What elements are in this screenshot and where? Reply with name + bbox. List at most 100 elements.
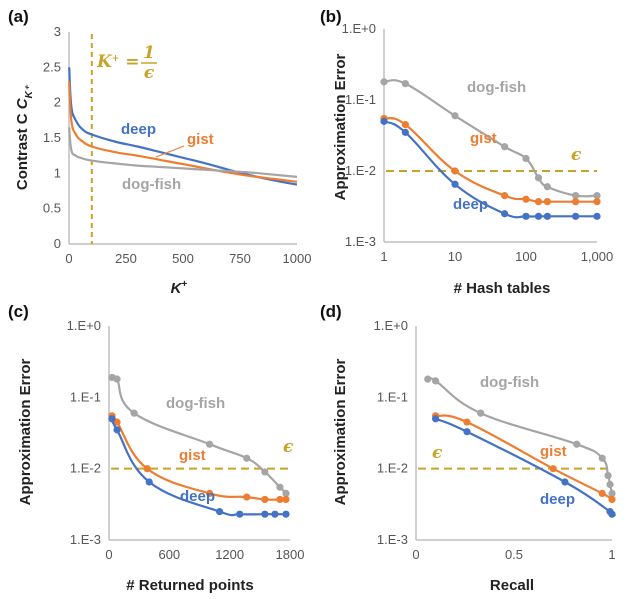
panel-a-ytick-label: 1.5 [43, 130, 61, 145]
panel-c-ytick-label: 1.E-2 [70, 461, 101, 476]
panel-c-xtick-label: 1800 [276, 547, 305, 562]
panel-c-ytick-label: 1.E-1 [70, 389, 101, 404]
panel-d-series-dog-fish-point [573, 440, 581, 448]
panel-b-series-deep-point [593, 212, 601, 220]
panel-d-series-dog-fish-point [432, 377, 440, 385]
panel-d-series-dog-fish-point [608, 489, 616, 498]
panel-b-series-gist-point [501, 192, 509, 200]
panel-a-ytick-label: 0.5 [43, 201, 61, 216]
panel-c-series-deep-point [271, 510, 279, 518]
panel-b-series-gist-point [534, 198, 543, 206]
panel-a-xtick-label: 500 [172, 251, 194, 266]
panel-c-series-deep-point [113, 426, 121, 434]
panel-d-ylabel: Approximation Error [332, 358, 349, 505]
panel-c-series-gist-label: gist [179, 447, 206, 464]
panel-a-letter: (a) [8, 7, 29, 26]
panel-c-ylabel: Approximation Error [17, 358, 34, 505]
panel-d-ytick-label: 1.E-2 [377, 461, 408, 476]
panel-a-xtick-label: 1000 [283, 251, 312, 266]
panel-a-series-gist-label: gist [187, 131, 214, 148]
panel-b-series-deep-label: deep [453, 196, 488, 213]
panel-c-xtick-label: 600 [158, 547, 180, 562]
panel-a-ytick-label: 3 [54, 24, 61, 39]
panel-b-series-dog-fish-point [501, 143, 509, 151]
panel-d-series-deep-point [608, 510, 616, 518]
panel-d-series-deep-point [463, 428, 471, 436]
panel-c-series-dog-fish-point [243, 454, 251, 462]
panel-a-ytick-label: 2 [54, 95, 61, 110]
panel-c-series-gist-point [143, 465, 151, 473]
panel-b-series-dog-fish-point [543, 183, 551, 191]
panel-b-ytick-label: 1.E-2 [345, 163, 376, 178]
panel-d-series-deep-point [432, 415, 440, 423]
panel-c-ytick-label: 1.E+0 [67, 318, 101, 333]
panel-d-xlabel: Recall [490, 577, 534, 594]
panel-c-series-dog-fish-point [261, 468, 269, 476]
panel-a-ytick-label: 0 [54, 236, 61, 251]
panel-a-ylabel: Contrast C CK⁺ [14, 84, 35, 190]
panel-d-xtick-label: 0 [412, 547, 419, 562]
panel-b-series-deep-point [380, 117, 388, 125]
panel-a-gist-pointer [155, 145, 185, 158]
panel-c-series-dog-fish-point [130, 409, 138, 417]
annotation-denominator: ϵ [144, 63, 155, 83]
panel-c-series-dog-fish-point [205, 440, 214, 448]
panel-c-xlabel: # Returned points [126, 577, 254, 594]
panel-d-series-gist-point [608, 495, 616, 504]
panel-c-series-dog-fish-point [282, 489, 290, 498]
panel-b-series-dog-fish-label: dog-fish [467, 79, 526, 96]
panel-c-ytick-label: 1.E-3 [70, 532, 101, 547]
panel-c-series-deep-point [145, 478, 153, 486]
panel-b-xtick-label: 10 [448, 249, 462, 264]
panel-a-series-deep-label: deep [121, 121, 156, 138]
panel-d-ytick-label: 1.E-3 [377, 532, 408, 547]
panel-d-series-dog-fish-point [598, 454, 606, 462]
panel-d-series-gist-label: gist [540, 443, 567, 460]
panel-d-series-dog-fish-label: dog-fish [480, 374, 539, 391]
annotation-numerator: 1 [143, 43, 155, 63]
panel-b-series-gist-point [451, 167, 459, 175]
panel-b-xtick-label: 1 [380, 249, 387, 264]
panel-c-xtick-label: 0 [105, 547, 112, 562]
panel-d-series-gist-point [549, 465, 557, 473]
panel-b-series-dog-fish-point [522, 154, 530, 163]
k-plus-equals: K+ = [96, 52, 140, 72]
panel-c-series-dog-fish-line [110, 374, 287, 495]
panel-b-series-deep-point [543, 212, 551, 220]
panel-b-series-dog-fish-point [534, 174, 543, 182]
panel-c-xtick-label: 1200 [215, 547, 244, 562]
panel-d-letter: (d) [320, 302, 342, 321]
panel-b-letter: (b) [320, 7, 342, 26]
panel-c-series-dog-fish-label: dog-fish [166, 395, 225, 412]
panel-c-series-dog-fish-point [276, 483, 284, 491]
panel-b-xlabel: # Hash tables [454, 280, 551, 297]
panel-d-series-dog-fish-point [604, 471, 612, 480]
panel-b-series-deep-point [451, 180, 459, 188]
panel-b-ylabel: Approximation Error [332, 53, 349, 200]
panel-a-ytick-label: 1 [54, 165, 61, 180]
panel-b-series-deep-point [534, 212, 543, 220]
panel-b-ytick-label: 1.E+0 [342, 21, 376, 36]
panel-c-series-deep-point [261, 510, 269, 518]
panel-a-xlabel: K+ [171, 279, 188, 297]
panel-c-series-dog-fish-point [113, 375, 121, 383]
panel-d-series-dog-fish-line [427, 376, 614, 494]
panel-c-series-gist-point [276, 495, 284, 504]
panel-d-xtick-label: 1 [608, 547, 615, 562]
panel-b-series-deep-point [501, 210, 509, 218]
panel-b-series-deep-point [522, 212, 530, 220]
panel-a-xtick-label: 750 [229, 251, 251, 266]
panel-b-ytick-label: 1.E-1 [345, 92, 376, 107]
panel-c-series-gist-point [261, 495, 269, 504]
panel-b-series-gist-point [401, 121, 409, 129]
panel-b-series-deep-point [572, 212, 580, 220]
panel-d-series-gist-point [598, 489, 606, 498]
panel-c-series-deep-label: deep [180, 488, 215, 505]
panel-c-series-gist-point [205, 489, 214, 498]
panel-b-series-dog-fish-point [593, 192, 601, 200]
panel-a-annotation: K+ = 1 ϵ [96, 43, 157, 83]
panel-d-ytick-label: 1.E-1 [377, 389, 408, 404]
panel-d-series-deep-line [435, 417, 616, 517]
panel-a-xtick-label: 0 [65, 251, 72, 266]
